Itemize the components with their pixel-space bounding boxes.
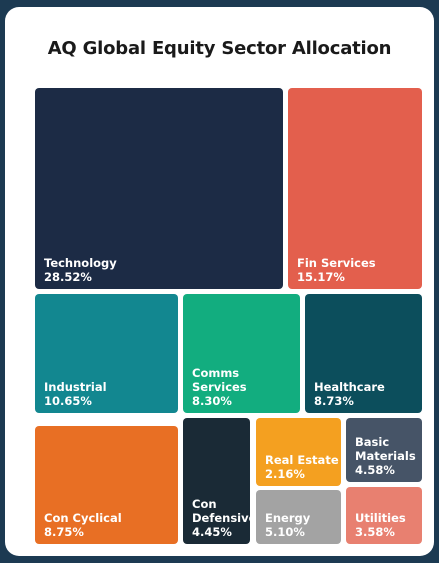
tile-label-con-defensive: Con: [192, 497, 217, 511]
tile-value-utilities: 3.58%: [355, 525, 395, 539]
tile-value-real-estate: 2.16%: [265, 467, 305, 481]
tile-rect-healthcare: [305, 294, 422, 413]
tile-label-con-cyclical: Con Cyclical: [44, 511, 122, 525]
tile-value-comms-services: 8.30%: [192, 394, 232, 408]
tile-value-industrial: 10.65%: [44, 394, 92, 408]
tile-value-con-defensive: 4.45%: [192, 525, 232, 539]
tile-label-basic-materials: Basic: [355, 435, 389, 449]
tile-rect-fin-services: [288, 88, 422, 289]
tile-rect-technology: [35, 88, 283, 289]
tile-rect-comms-services: [183, 294, 300, 413]
tile-label-energy: Energy: [265, 511, 311, 525]
tile-label-con-defensive: Defensive: [192, 511, 257, 525]
tile-rect-energy: [256, 490, 341, 544]
tile-value-basic-materials: 4.58%: [355, 463, 395, 477]
tile-label-technology: Technology: [44, 256, 117, 270]
tile-value-fin-services: 15.17%: [297, 270, 345, 284]
tile-label-industrial: Industrial: [44, 380, 107, 394]
tile-label-basic-materials: Materials: [355, 449, 416, 463]
tile-rect-con-cyclical: [35, 426, 178, 544]
tile-label-healthcare: Healthcare: [314, 380, 385, 394]
tile-label-real-estate: Real Estate: [265, 453, 339, 467]
tile-label-utilities: Utilities: [355, 511, 406, 525]
tile-value-technology: 28.52%: [44, 270, 92, 284]
tile-label-comms-services: Comms: [192, 366, 239, 380]
tile-label-comms-services: Services: [192, 380, 247, 394]
tile-rect-industrial: [35, 294, 178, 413]
tile-value-energy: 5.10%: [265, 525, 305, 539]
tile-value-con-cyclical: 8.75%: [44, 525, 84, 539]
tile-value-healthcare: 8.73%: [314, 394, 354, 408]
tile-rect-real-estate: [256, 418, 341, 486]
tile-rect-utilities: [346, 487, 422, 544]
chart-title: AQ Global Equity Sector Allocation: [47, 38, 392, 59]
tile-rect-con-defensive: [183, 418, 250, 544]
tile-label-fin-services: Fin Services: [297, 256, 376, 270]
tile-rect-basic-materials: [346, 418, 422, 482]
